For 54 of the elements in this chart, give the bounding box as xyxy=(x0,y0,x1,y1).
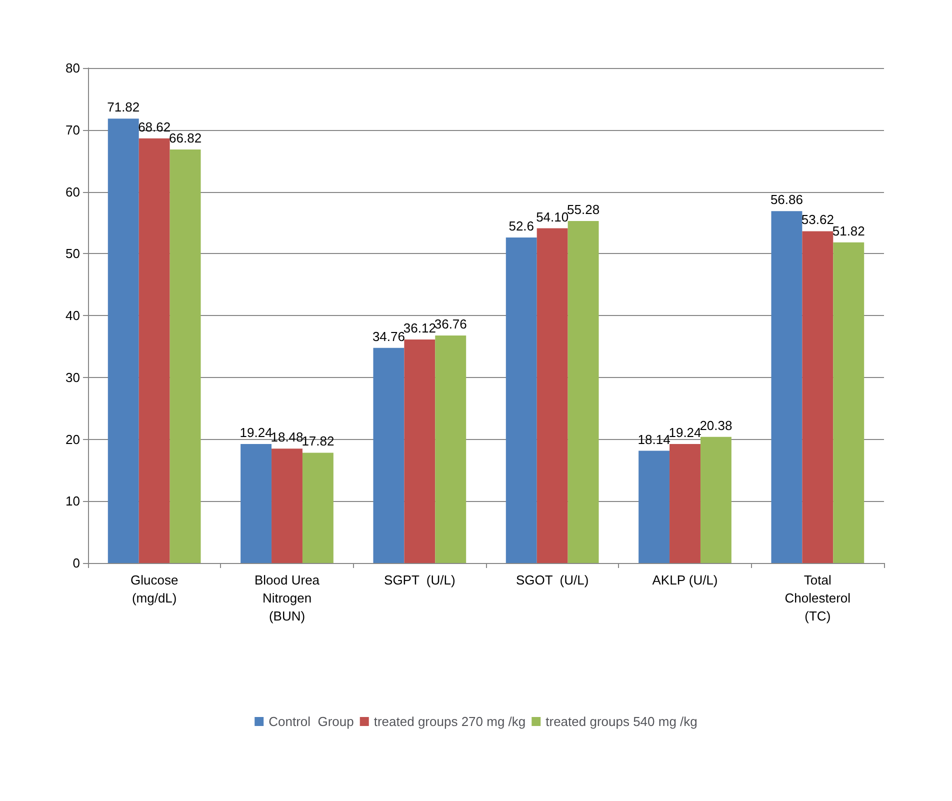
y-tick-label: 10 xyxy=(66,494,80,509)
bar xyxy=(833,242,864,563)
bar xyxy=(272,448,302,563)
bar xyxy=(302,452,334,563)
y-tick-label: 70 xyxy=(66,122,80,138)
y-tick-label: 40 xyxy=(66,308,80,323)
data-label: 18.48 xyxy=(270,430,304,445)
y-tick-label: 30 xyxy=(66,370,80,385)
y-tick-label: 50 xyxy=(66,246,80,262)
x-tick-label: Blood Urea Nitrogen (BUN) xyxy=(254,572,320,624)
data-label: 52.6 xyxy=(508,218,534,234)
y-tick-label: 0 xyxy=(72,556,80,570)
y-tick-label: 20 xyxy=(66,432,80,447)
x-tick-label: SGOT (U/L) xyxy=(516,572,589,588)
bar xyxy=(170,150,201,563)
bar xyxy=(506,238,537,563)
bar xyxy=(670,444,700,563)
y-tick-label: 80 xyxy=(66,60,80,76)
bar xyxy=(373,348,404,563)
legend-label: treated groups 540 mg /kg xyxy=(546,714,698,729)
data-label: 71.82 xyxy=(107,100,140,115)
data-label: 56.86 xyxy=(770,192,803,208)
data-label: 66.82 xyxy=(169,130,202,146)
data-label: 36.12 xyxy=(403,320,436,336)
data-label: 53.62 xyxy=(801,212,834,228)
bar xyxy=(108,118,139,563)
bar xyxy=(568,220,599,563)
data-label: 18.14 xyxy=(638,432,670,447)
x-tick-label: Total Cholesterol (TC) xyxy=(784,572,851,624)
x-tick-label: AKLP (U/L) xyxy=(652,572,718,588)
data-label: 36.76 xyxy=(434,316,467,332)
data-label: 19.24 xyxy=(668,424,702,440)
y-tick-label: 60 xyxy=(66,184,80,200)
legend-label: Control Group xyxy=(268,714,354,729)
legend-label: treated groups 270 mg /kg xyxy=(374,714,526,729)
data-label: 51.82 xyxy=(832,223,865,238)
data-label: 54.10 xyxy=(536,209,569,224)
bar xyxy=(700,436,732,563)
data-label: 20.38 xyxy=(700,418,732,433)
x-tick-label: Glucose (mg/dL) xyxy=(130,572,178,606)
data-label: 55.28 xyxy=(567,202,600,217)
bar xyxy=(404,340,436,563)
data-label: 68.62 xyxy=(138,119,171,134)
bar xyxy=(802,231,834,563)
bar xyxy=(638,450,670,563)
data-label: 17.82 xyxy=(302,434,334,449)
x-tick-label: SGPT (U/L) xyxy=(384,572,456,588)
bar xyxy=(240,444,272,563)
bar xyxy=(435,336,466,563)
data-label: 19.24 xyxy=(240,424,272,440)
bar xyxy=(138,138,170,563)
bar xyxy=(536,228,568,563)
bar xyxy=(771,211,802,563)
data-label: 34.76 xyxy=(372,328,405,344)
